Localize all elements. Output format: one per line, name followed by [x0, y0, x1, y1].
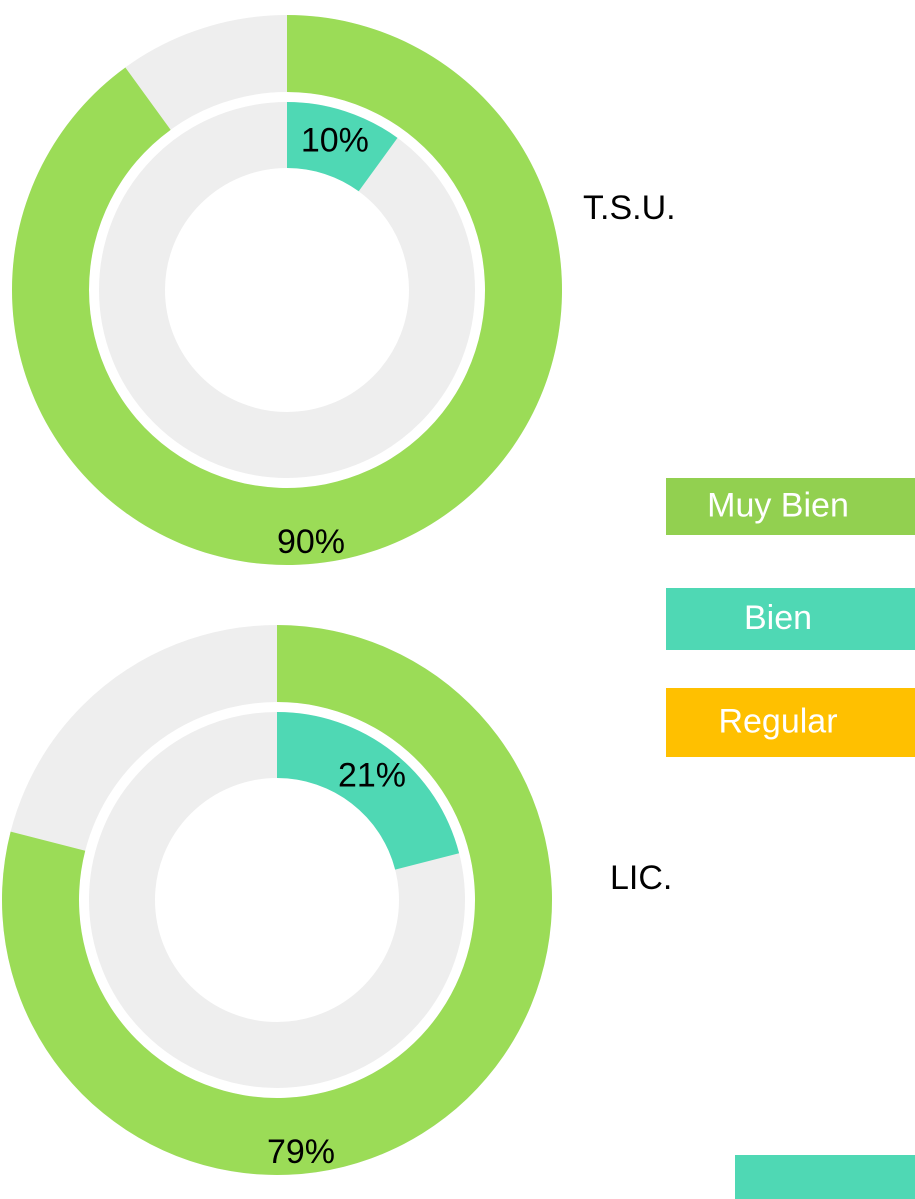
legend-swatch — [666, 588, 915, 650]
legend-label: Bien — [744, 599, 812, 637]
donut-sector — [277, 712, 460, 870]
legend-swatch — [666, 478, 915, 535]
legend-label: Muy Bien — [707, 486, 849, 524]
data-label: 90% — [277, 523, 345, 561]
data-label: 10% — [301, 122, 369, 160]
ring-gap — [91, 94, 483, 486]
chart-title: T.S.U. — [583, 189, 676, 227]
ring-gap — [81, 704, 473, 1096]
chart-title: LIC. — [610, 859, 672, 897]
legend-swatch — [666, 688, 915, 757]
decoration-box — [735, 1155, 915, 1199]
donut-sector — [287, 102, 398, 192]
ring-track — [99, 102, 475, 478]
data-label: 21% — [338, 757, 406, 795]
legend-label: Regular — [718, 702, 837, 740]
data-label: 79% — [267, 1133, 335, 1171]
